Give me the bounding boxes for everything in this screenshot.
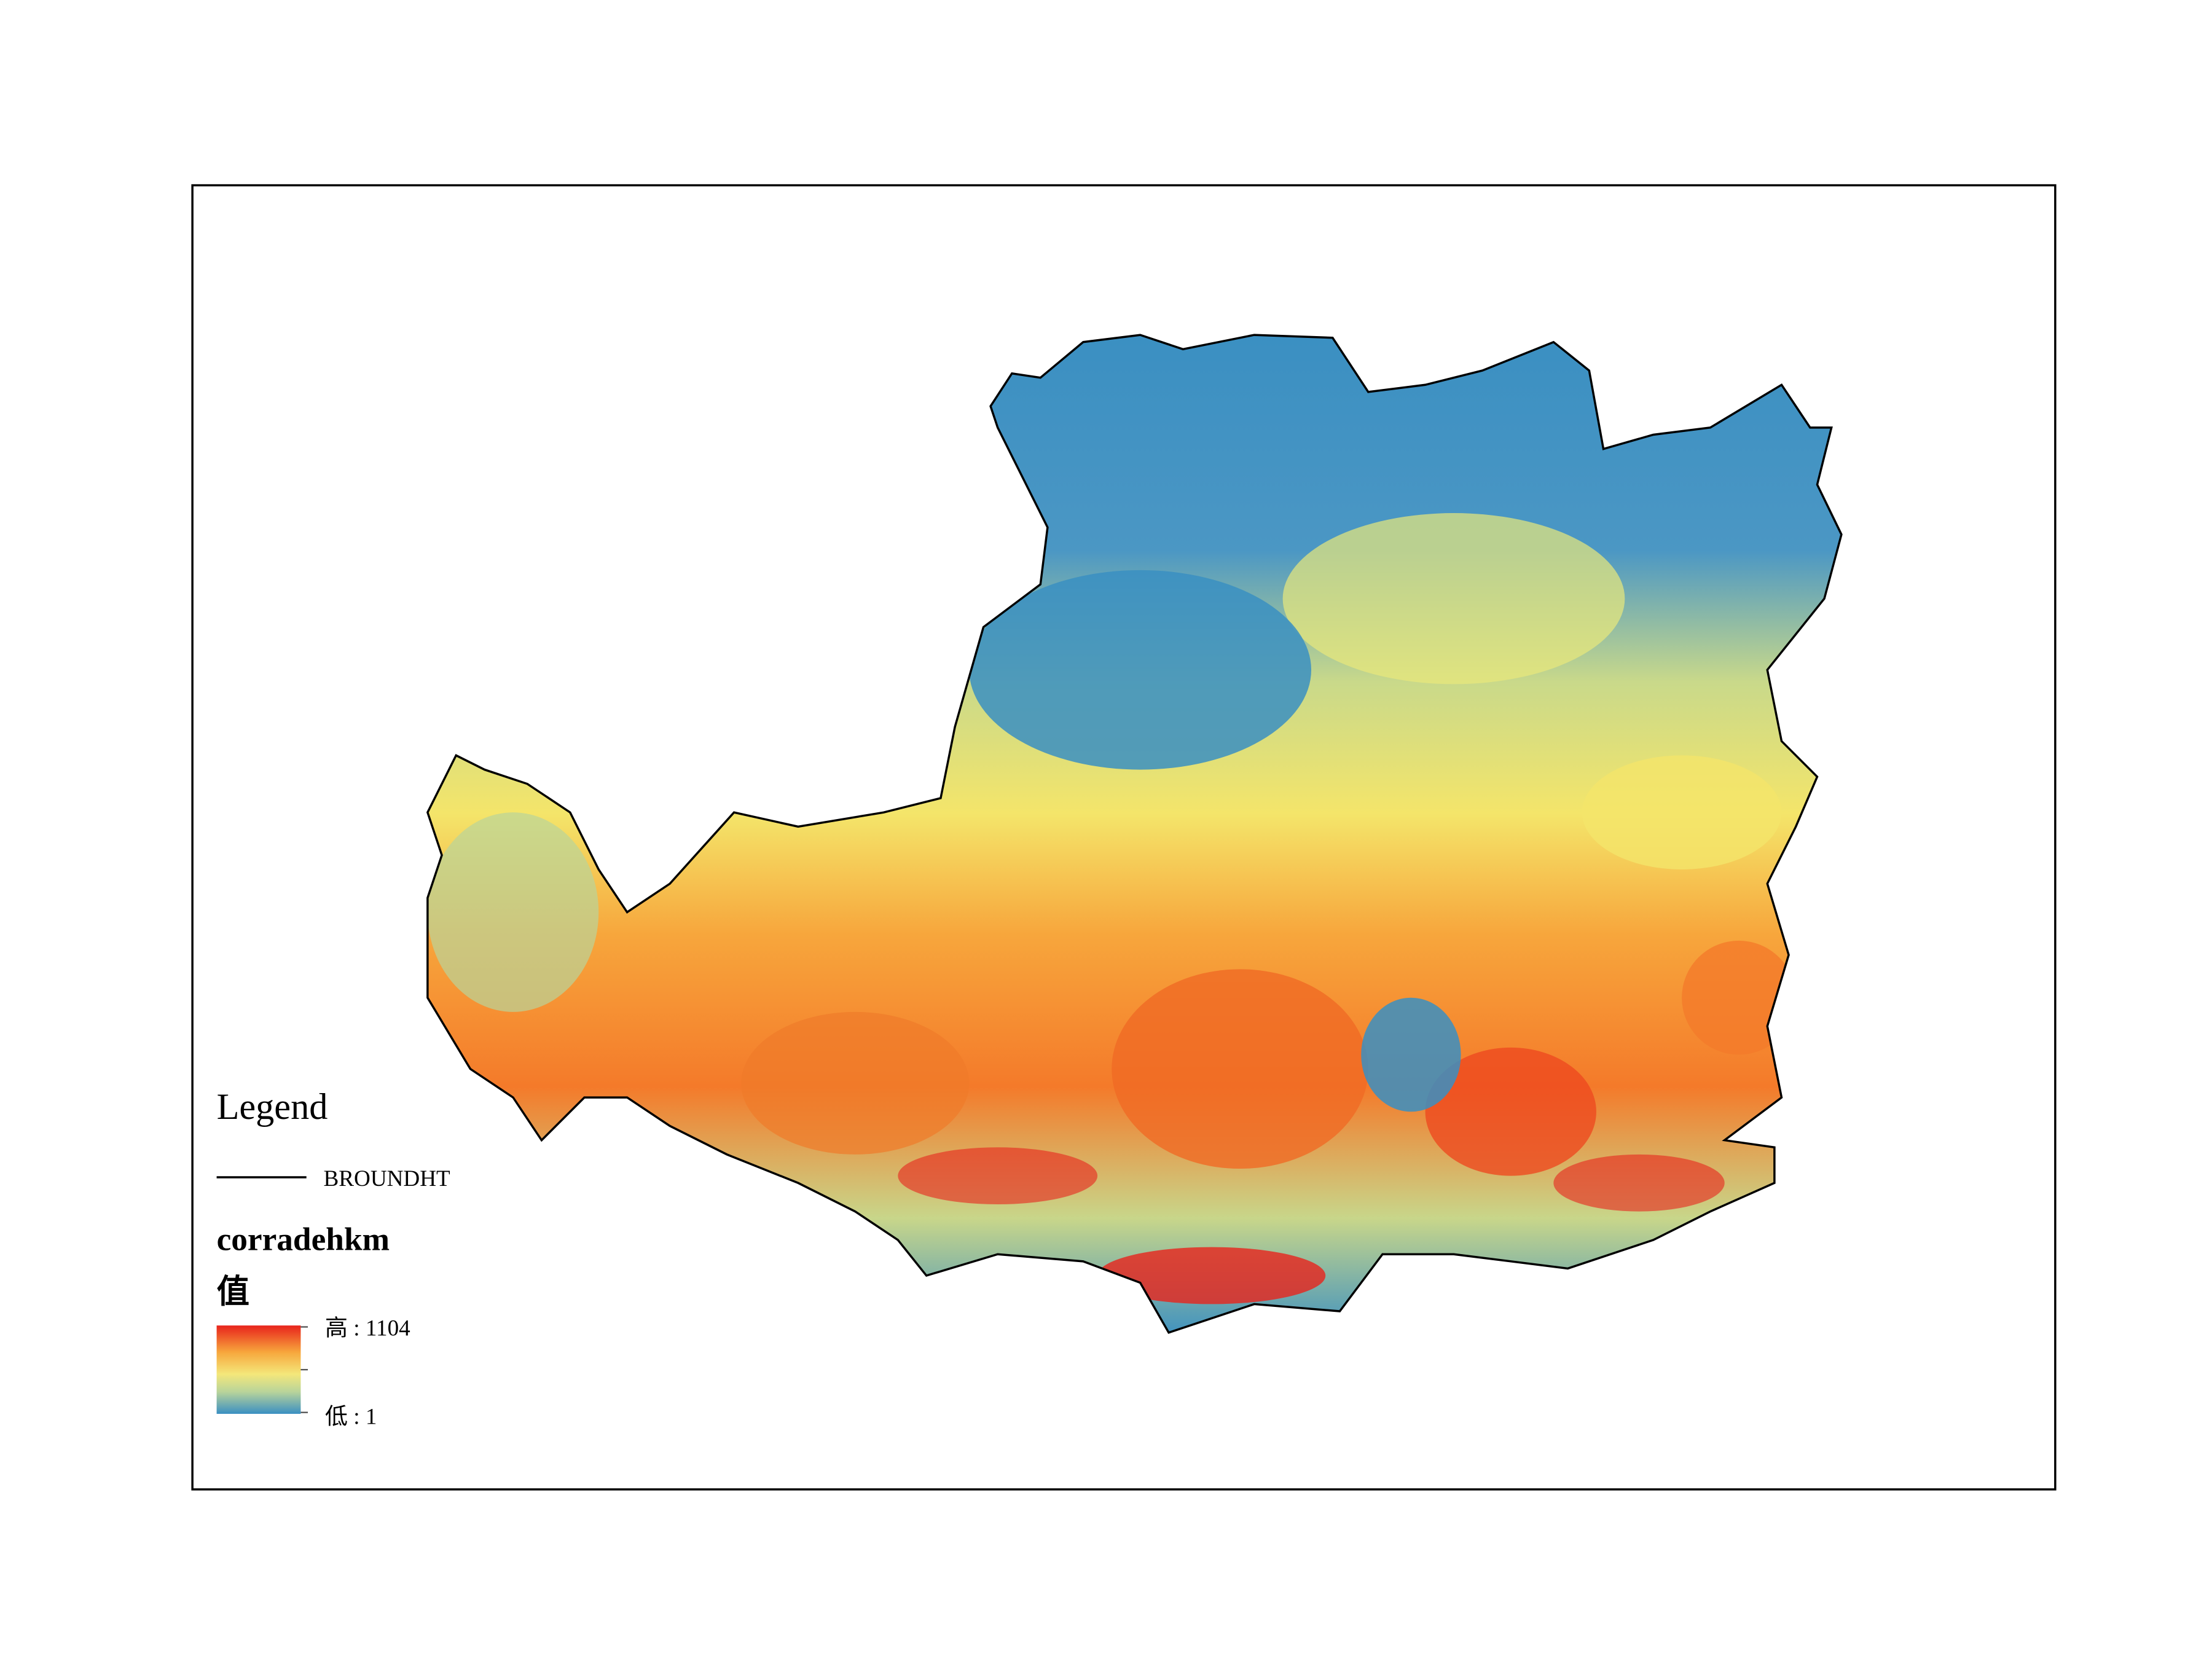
legend-color-ramp (216, 1325, 301, 1414)
legend-layer-label: BROUNDHT (324, 1166, 450, 1191)
legend-field-label: 值 (217, 1273, 249, 1310)
legend-raster-name: corradehkm (217, 1220, 390, 1257)
legend-low-label: 低 : 1 (325, 1404, 377, 1429)
legend-high-label: 高 : 1104 (325, 1315, 410, 1341)
legend-title: Legend (217, 1086, 328, 1128)
legend: Legend BROUNDHT corradehkm 值 高 : 1104 低 … (216, 1086, 450, 1429)
